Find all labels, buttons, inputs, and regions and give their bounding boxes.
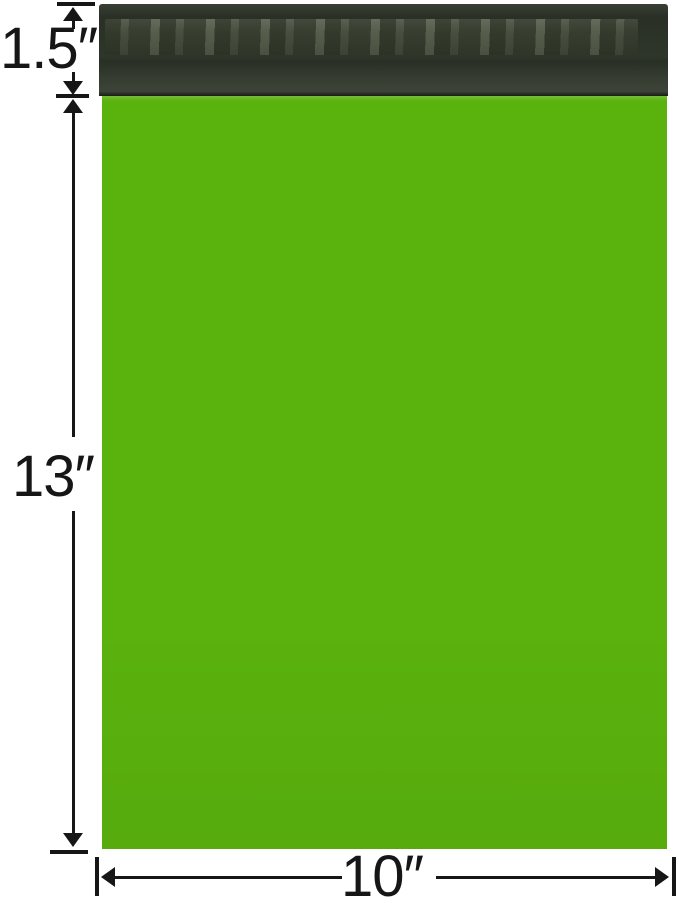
dimension-line xyxy=(72,112,75,437)
dimension-line xyxy=(72,19,75,29)
dimension-tick xyxy=(56,94,89,98)
dimension-tick xyxy=(672,857,676,896)
arrow-down-icon xyxy=(63,81,83,95)
arrow-right-icon xyxy=(655,867,669,887)
dimension-tick xyxy=(57,2,95,6)
mailer-flap xyxy=(99,4,668,96)
bag-height-label: 13″ xyxy=(12,444,95,509)
dimension-tick xyxy=(50,850,88,854)
arrow-up-icon xyxy=(63,99,83,113)
bag-width-label: 10″ xyxy=(341,844,424,903)
dimension-tick xyxy=(95,857,99,896)
dimension-line xyxy=(72,511,75,834)
dimension-line xyxy=(113,876,342,879)
flap-height-label: 1.5″ xyxy=(0,16,98,81)
mailer-body xyxy=(102,96,667,849)
arrow-up-icon xyxy=(63,7,83,21)
dimension-line xyxy=(436,876,656,879)
arrow-down-icon xyxy=(63,833,83,847)
arrow-left-icon xyxy=(101,867,115,887)
adhesive-strip xyxy=(105,19,638,55)
dimension-line xyxy=(72,72,75,83)
